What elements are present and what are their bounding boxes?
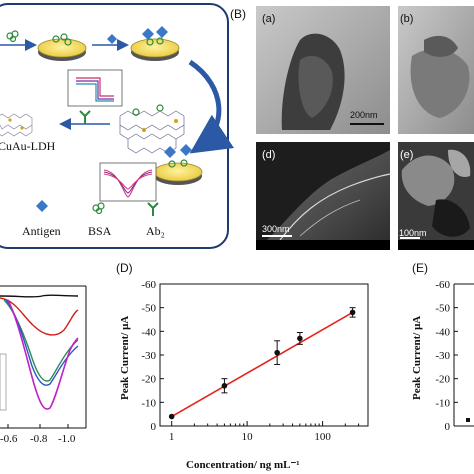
- dpv-xtick-2: -1.0: [58, 433, 76, 445]
- chart-d-xtick-label: 1: [169, 431, 175, 443]
- chart-d-ytick-label: -10: [141, 397, 156, 409]
- cv-inset: [67, 69, 123, 107]
- chart-d-point: [297, 335, 303, 342]
- chart-d-xtick-label: 100: [314, 431, 331, 443]
- panel-label-d: (D): [116, 261, 133, 275]
- dpv-panel: -0.6 -0.8 -1.0: [0, 285, 87, 445]
- chart-d-xtick-label: 10: [242, 431, 254, 443]
- chart-d-xlabel: Concentration/ ng mL⁻¹: [186, 459, 300, 471]
- legend-bsa-icon: [92, 202, 105, 215]
- dpv-xtick-1: -0.8: [30, 433, 48, 445]
- legend-bsa-label: BSA: [88, 224, 112, 238]
- antigen-icon-top: [107, 34, 117, 44]
- chart-d-ytick-label: 0: [151, 421, 157, 433]
- electrode-disc-3: [153, 144, 203, 185]
- legend-ab2-icon: [147, 202, 159, 216]
- chart-d-point: [168, 413, 175, 420]
- chart-d-ylabel: Peak Current/ μA: [119, 316, 131, 400]
- chart-d-point: [221, 382, 228, 389]
- dpv-inset: [99, 162, 157, 202]
- chart-e-ytick-label: -60: [435, 279, 450, 291]
- legend-antigen-label: Antigen: [22, 224, 61, 238]
- chart-e-ylabel: Peak Current/ μA: [411, 316, 423, 400]
- legend-ab2-label: Ab₂: [146, 224, 165, 238]
- chart-d-point: [274, 349, 280, 356]
- curved-arrow: [188, 59, 235, 154]
- svg-text:100nm: 100nm: [399, 228, 427, 238]
- chart-e-partial-marker: [466, 418, 470, 422]
- chart-d-ytick-label: -60: [141, 279, 156, 291]
- chart-e-ytick-label: 0: [445, 421, 451, 433]
- chart-e: Peak Current/ μA 0 -10 -20 -30 -40 -50 -60: [411, 279, 474, 433]
- calibration-chart: Peak Current/ μA Concentration/ ng mL⁻¹ …: [119, 279, 369, 471]
- dpv-xtick-0: -0.6: [0, 433, 18, 445]
- scheme-panel: CuAu-LDH Antigen BSA: [0, 3, 235, 249]
- chart-d-ytick-label: -40: [141, 326, 156, 338]
- electrode-disc-2: [130, 26, 180, 61]
- svg-text:300nm: 300nm: [262, 224, 290, 234]
- legend-antigen-icon: [36, 200, 48, 212]
- svg-text:(b): (b): [400, 13, 413, 25]
- material-label: CuAu-LDH: [0, 139, 56, 153]
- dpv-curve-green: [3, 299, 79, 382]
- ldh-sheet-left: [0, 113, 33, 137]
- chart-e-ytick-label: -10: [435, 397, 450, 409]
- svg-text:(d): (d): [262, 149, 275, 161]
- chart-d-ytick-label: -50: [141, 303, 156, 315]
- svg-text:(a): (a): [262, 13, 275, 25]
- svg-text:(e): (e): [400, 149, 413, 161]
- dpv-curve-black: [0, 294, 79, 298]
- chart-e-ytick-label: -40: [435, 326, 450, 338]
- micrograph-d: (d) 300nm: [256, 142, 391, 250]
- micrograph-e: (e) 100nm: [398, 142, 474, 250]
- dpv-curve-blue: [5, 299, 79, 386]
- electrode-disc-1: [37, 33, 87, 61]
- chart-e-ytick-label: -50: [435, 303, 450, 315]
- ab2-icon-mid: [79, 110, 91, 124]
- micrograph-a: (a) 200nm: [256, 6, 390, 134]
- chart-d-ytick-label: -20: [141, 374, 156, 386]
- chart-e-ytick-label: -30: [435, 350, 450, 362]
- micrograph-b: (b): [398, 6, 474, 134]
- svg-text:200nm: 200nm: [350, 110, 378, 120]
- panel-label-e: (E): [412, 261, 428, 275]
- chart-d-fit-line: [171, 311, 353, 418]
- chart-d-ytick-label: -30: [141, 350, 156, 362]
- bsa-icon-top: [6, 30, 19, 43]
- chart-d-point: [349, 309, 356, 316]
- panel-label-b: (B): [230, 7, 246, 21]
- chart-e-ytick-label: -20: [435, 374, 450, 386]
- dpv-curve-red: [0, 297, 79, 336]
- dpv-curve-magenta: [7, 299, 79, 410]
